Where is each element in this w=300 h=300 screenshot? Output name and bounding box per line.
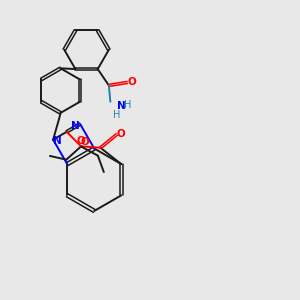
Text: H: H [113,110,121,120]
Text: N: N [53,136,62,146]
Text: N: N [71,121,80,130]
Text: O: O [76,136,85,146]
Text: N: N [117,101,126,111]
Text: H: H [124,100,132,110]
Text: O: O [117,129,126,139]
Text: O: O [80,137,89,147]
Text: O: O [128,77,136,87]
